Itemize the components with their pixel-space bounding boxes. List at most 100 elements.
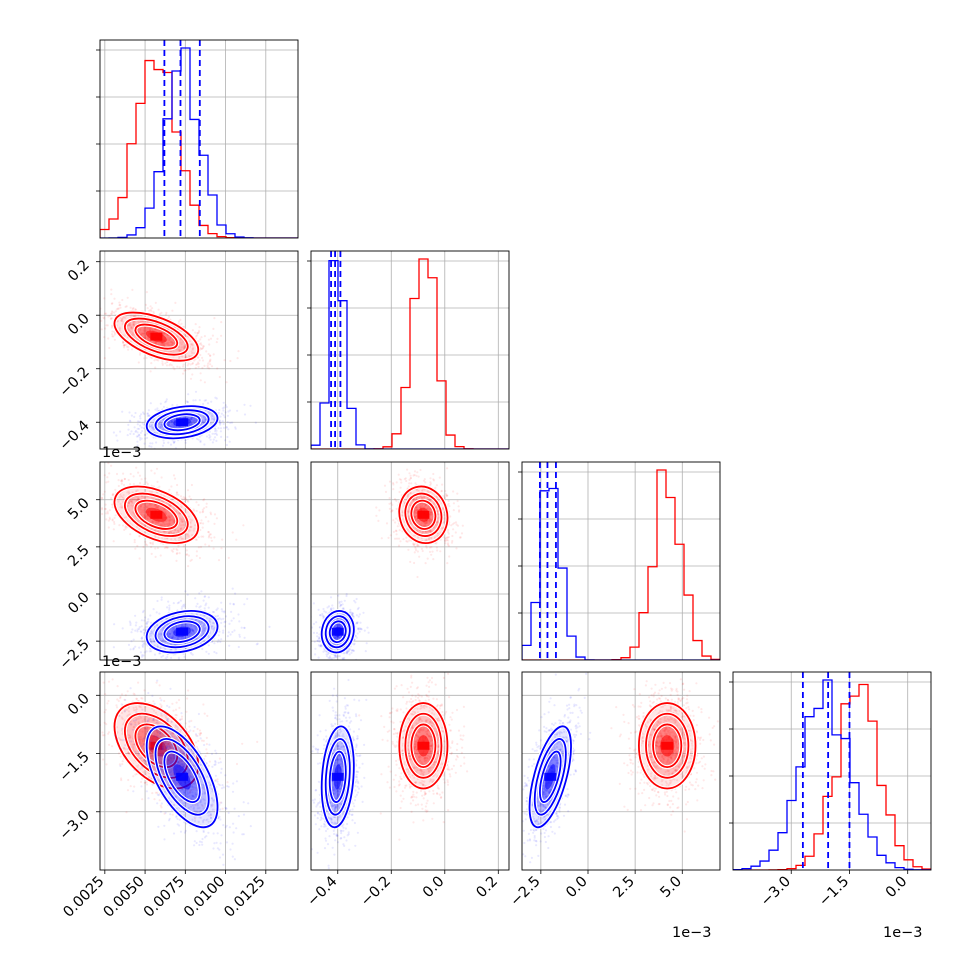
scatter-point <box>202 415 205 418</box>
scatter-point <box>181 355 184 358</box>
scatter-point <box>102 316 105 319</box>
scatter-point <box>394 529 398 532</box>
scatter-point <box>163 456 165 458</box>
scatter-point <box>444 536 447 540</box>
scatter-point <box>116 307 119 310</box>
scatter-point <box>197 331 200 334</box>
scatter-point <box>223 416 226 419</box>
scatter-point <box>170 420 173 423</box>
scatter-point <box>127 345 130 349</box>
scatter-point <box>235 538 238 541</box>
scatter-point <box>205 602 208 605</box>
scatter-point <box>341 607 344 610</box>
density-peak <box>150 510 163 519</box>
scatter-point <box>130 430 133 433</box>
scatter-point <box>211 625 214 628</box>
scatter-point <box>202 402 205 406</box>
panel-1-1 <box>307 250 510 450</box>
scatter-point <box>419 504 422 507</box>
scatter-point <box>125 314 128 317</box>
scatter-point <box>156 480 159 483</box>
scatter-point <box>423 488 426 491</box>
scatter-point <box>145 481 148 484</box>
scatter-point <box>187 565 190 568</box>
scatter-point <box>135 489 138 492</box>
scatter-point <box>199 613 202 617</box>
scatter-point <box>426 557 429 560</box>
scatter-point <box>142 332 145 335</box>
scatter-point <box>202 421 205 424</box>
scatter-point <box>143 412 146 415</box>
scatter-point <box>197 356 200 359</box>
scatter-point <box>209 621 212 624</box>
scatter-point <box>180 624 183 627</box>
scatter-point <box>104 508 107 511</box>
scatter-point <box>180 518 183 521</box>
scatter-point <box>151 327 154 331</box>
scatter-point <box>176 335 179 338</box>
scatter-point <box>443 513 446 517</box>
scatter-point <box>139 417 142 420</box>
scatter-point <box>228 440 231 443</box>
scatter-point <box>140 630 143 633</box>
scatter-point <box>427 530 430 533</box>
scatter-point <box>124 525 127 529</box>
scatter-point <box>127 348 130 351</box>
scatter-point <box>201 346 205 350</box>
scatter-point <box>172 474 176 477</box>
scatter-point <box>243 636 246 639</box>
scatter-point <box>237 350 240 353</box>
scatter-point <box>207 352 210 356</box>
scatter-point <box>145 326 148 329</box>
scatter-point <box>192 419 195 422</box>
scatter-point <box>212 611 216 614</box>
scatter-point <box>163 332 166 335</box>
scatter-point <box>160 476 163 479</box>
scatter-point <box>88 313 90 315</box>
scatter-point <box>233 629 236 632</box>
scatter-point <box>97 492 99 494</box>
scatter-point <box>196 361 200 364</box>
scatter-point <box>121 479 124 482</box>
scatter-point <box>148 425 151 428</box>
scatter-point <box>446 562 449 565</box>
scatter-point <box>171 636 174 639</box>
scatter-point <box>232 603 235 606</box>
scatter-point <box>182 365 185 368</box>
scatter-point <box>177 493 180 496</box>
scatter-point <box>209 358 212 361</box>
scatter-point <box>414 518 417 521</box>
scatter-point <box>415 507 418 510</box>
scatter-point <box>189 355 192 358</box>
scatter-point <box>181 661 183 663</box>
scatter-point <box>203 399 206 402</box>
scatter-point <box>138 415 142 418</box>
scatter-point <box>201 356 204 359</box>
scatter-point <box>424 481 427 484</box>
scatter-point <box>185 553 188 556</box>
scatter-point <box>199 338 202 341</box>
scatter-point <box>200 522 203 525</box>
scatter-point <box>428 518 432 521</box>
scatter-point <box>219 640 222 644</box>
scatter-point <box>201 626 205 629</box>
scatter-point <box>336 660 338 662</box>
scatter-point <box>105 512 108 515</box>
scatter-point <box>446 543 450 546</box>
scatter-point <box>322 615 325 618</box>
scatter-point <box>168 604 171 607</box>
scatter-point <box>225 443 228 447</box>
scatter-point <box>123 478 126 481</box>
scatter-point <box>98 516 100 518</box>
scatter-point <box>167 423 170 426</box>
scatter-point <box>120 319 123 322</box>
scatter-point <box>190 420 193 424</box>
scatter-point <box>128 491 131 494</box>
scatter-point <box>152 418 155 421</box>
scatter-point <box>180 518 183 521</box>
scatter-point <box>186 553 189 556</box>
scatter-point <box>164 510 167 514</box>
scatter-point <box>117 479 120 482</box>
scatter-point <box>197 619 200 622</box>
scatter-point <box>435 546 438 549</box>
